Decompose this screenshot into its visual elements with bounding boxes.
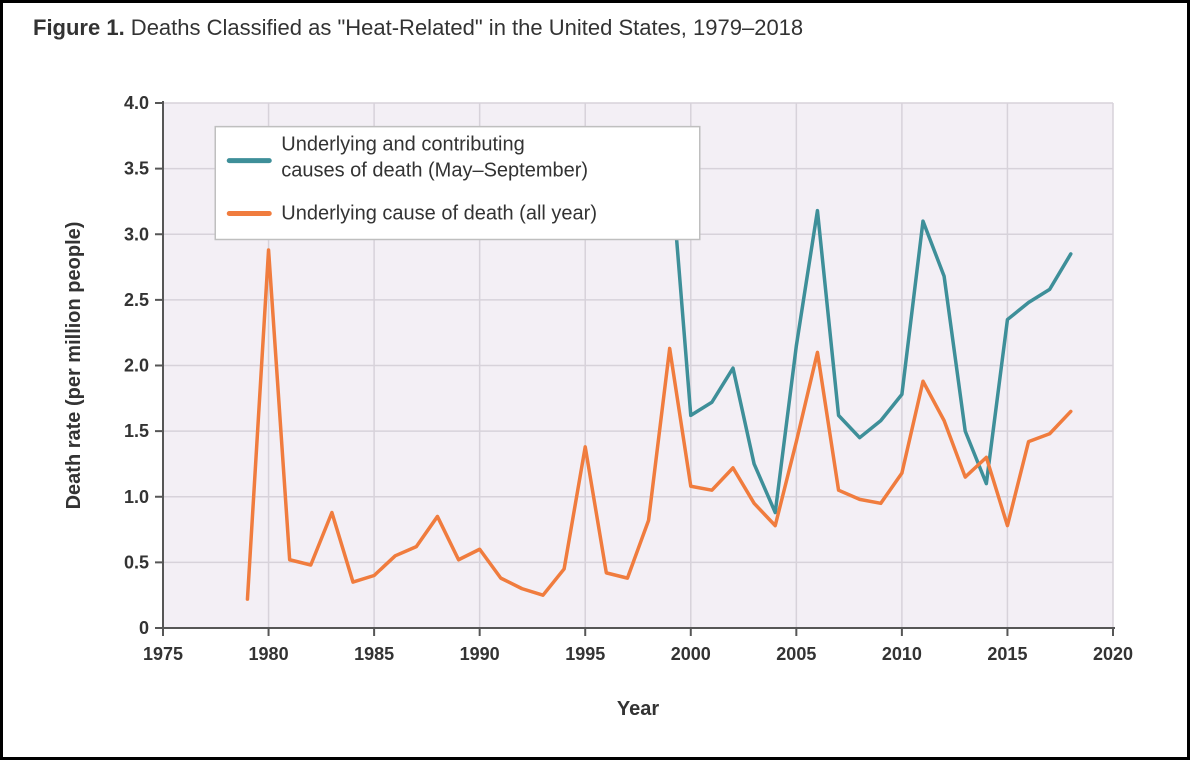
line-chart: 0 0.5 1.0 1.5 2.0 2.5 3.0 3.5 4.0 1975 1980 1985 199…: [58, 73, 1148, 733]
y-tick-label: 2.0: [124, 356, 149, 376]
x-tick-label: 2005: [776, 644, 816, 664]
legend-label-2: Underlying cause of death (all year): [281, 203, 597, 225]
x-tick-label: 2020: [1093, 644, 1133, 664]
x-tick-label: 1980: [249, 644, 289, 664]
figure-caption: Deaths Classified as "Heat-Related" in t…: [125, 15, 803, 40]
x-tick-label: 1975: [143, 644, 183, 664]
x-tick-label: 2015: [987, 644, 1027, 664]
x-tick-label: 1995: [565, 644, 605, 664]
y-tick-label: 3.5: [124, 159, 149, 179]
chart-container: 0 0.5 1.0 1.5 2.0 2.5 3.0 3.5 4.0 1975 1980 1985 199…: [58, 73, 1148, 733]
figure-frame: Figure 1. Deaths Classified as "Heat-Rel…: [0, 0, 1190, 760]
y-tick-label: 0: [139, 618, 149, 638]
figure-number: Figure 1.: [33, 15, 125, 40]
x-tick-label: 1990: [460, 644, 500, 664]
y-tick-label: 3.0: [124, 224, 149, 244]
legend-label-1b: causes of death (May–September): [281, 160, 588, 182]
x-axis-label: Year: [617, 698, 659, 720]
x-tick-label: 2000: [671, 644, 711, 664]
figure-title: Figure 1. Deaths Classified as "Heat-Rel…: [33, 15, 803, 41]
y-tick-label: 4.0: [124, 93, 149, 113]
x-tick-label: 1985: [354, 644, 394, 664]
x-tick-label: 2010: [882, 644, 922, 664]
y-axis-label: Death rate (per million people): [63, 222, 85, 510]
y-tick-label: 1.5: [124, 421, 149, 441]
legend-label-1a: Underlying and contributing: [281, 134, 525, 156]
y-tick-label: 0.5: [124, 552, 149, 572]
y-tick-label: 1.0: [124, 487, 149, 507]
y-tick-label: 2.5: [124, 290, 149, 310]
